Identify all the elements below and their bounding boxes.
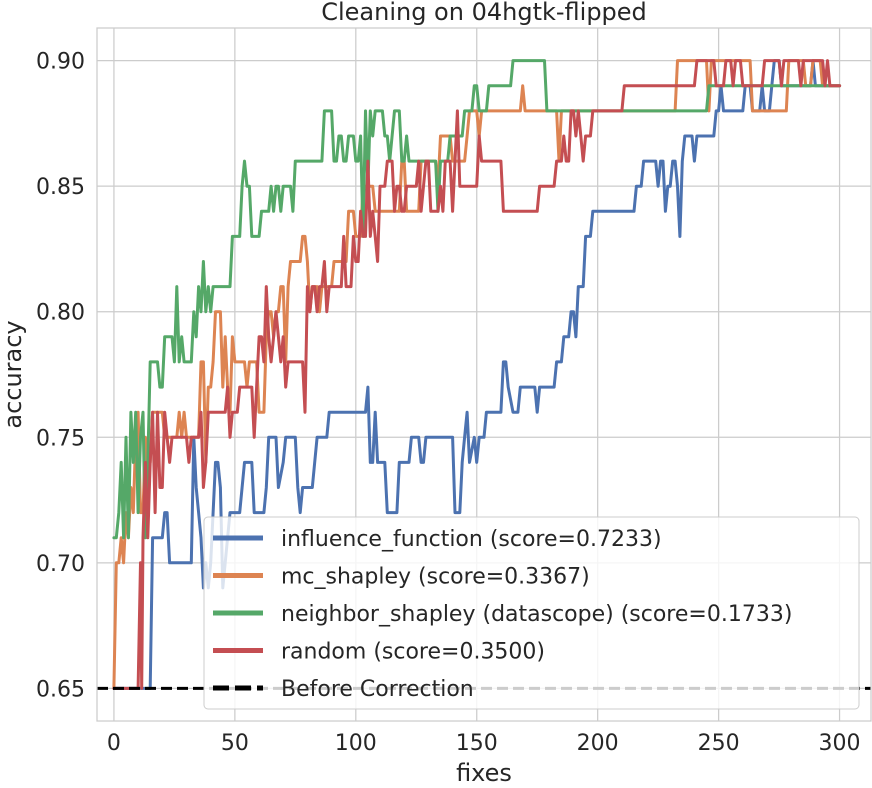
x-tick-label: 0 bbox=[107, 731, 121, 756]
y-tick-label: 0.65 bbox=[36, 677, 85, 702]
x-tick-label: 150 bbox=[456, 731, 498, 756]
y-tick-label: 0.80 bbox=[36, 301, 85, 326]
series-line-0 bbox=[112, 59, 842, 690]
x-tick-label: 250 bbox=[698, 731, 740, 756]
x-tick-label: 100 bbox=[335, 731, 377, 756]
tick-labels: 0 50 100 150 200 250 300 0.65 0.70 0.75 0.80 0.85 0.… bbox=[36, 50, 861, 756]
legend-label: neighbor_shapley (datascope) (score=0.17… bbox=[281, 602, 792, 627]
legend-label: Before Correction bbox=[281, 677, 474, 702]
y-tick-label: 0.90 bbox=[36, 50, 85, 75]
chart-title: Cleaning on 04hgtk-flipped bbox=[321, 0, 647, 26]
y-axis-title: accuracy bbox=[0, 320, 27, 428]
legend-box bbox=[203, 516, 860, 710]
series-line-3 bbox=[112, 59, 842, 690]
legend-label: influence_function (score=0.7233) bbox=[281, 527, 662, 552]
legend-label: random (score=0.3500) bbox=[281, 640, 545, 665]
y-tick-label: 0.75 bbox=[36, 426, 85, 451]
x-tick-label: 50 bbox=[221, 731, 249, 756]
x-axis-title: fixes bbox=[456, 759, 512, 787]
plot-frame bbox=[96, 27, 872, 722]
x-tick-label: 300 bbox=[819, 731, 861, 756]
legend-label: mc_shapley (score=0.3367) bbox=[281, 565, 590, 590]
legend: influence_function (score=0.7233) mc_shap… bbox=[203, 516, 860, 710]
x-tick-label: 200 bbox=[577, 731, 619, 756]
y-tick-label: 0.70 bbox=[36, 552, 85, 577]
y-tick-label: 0.85 bbox=[36, 175, 85, 200]
